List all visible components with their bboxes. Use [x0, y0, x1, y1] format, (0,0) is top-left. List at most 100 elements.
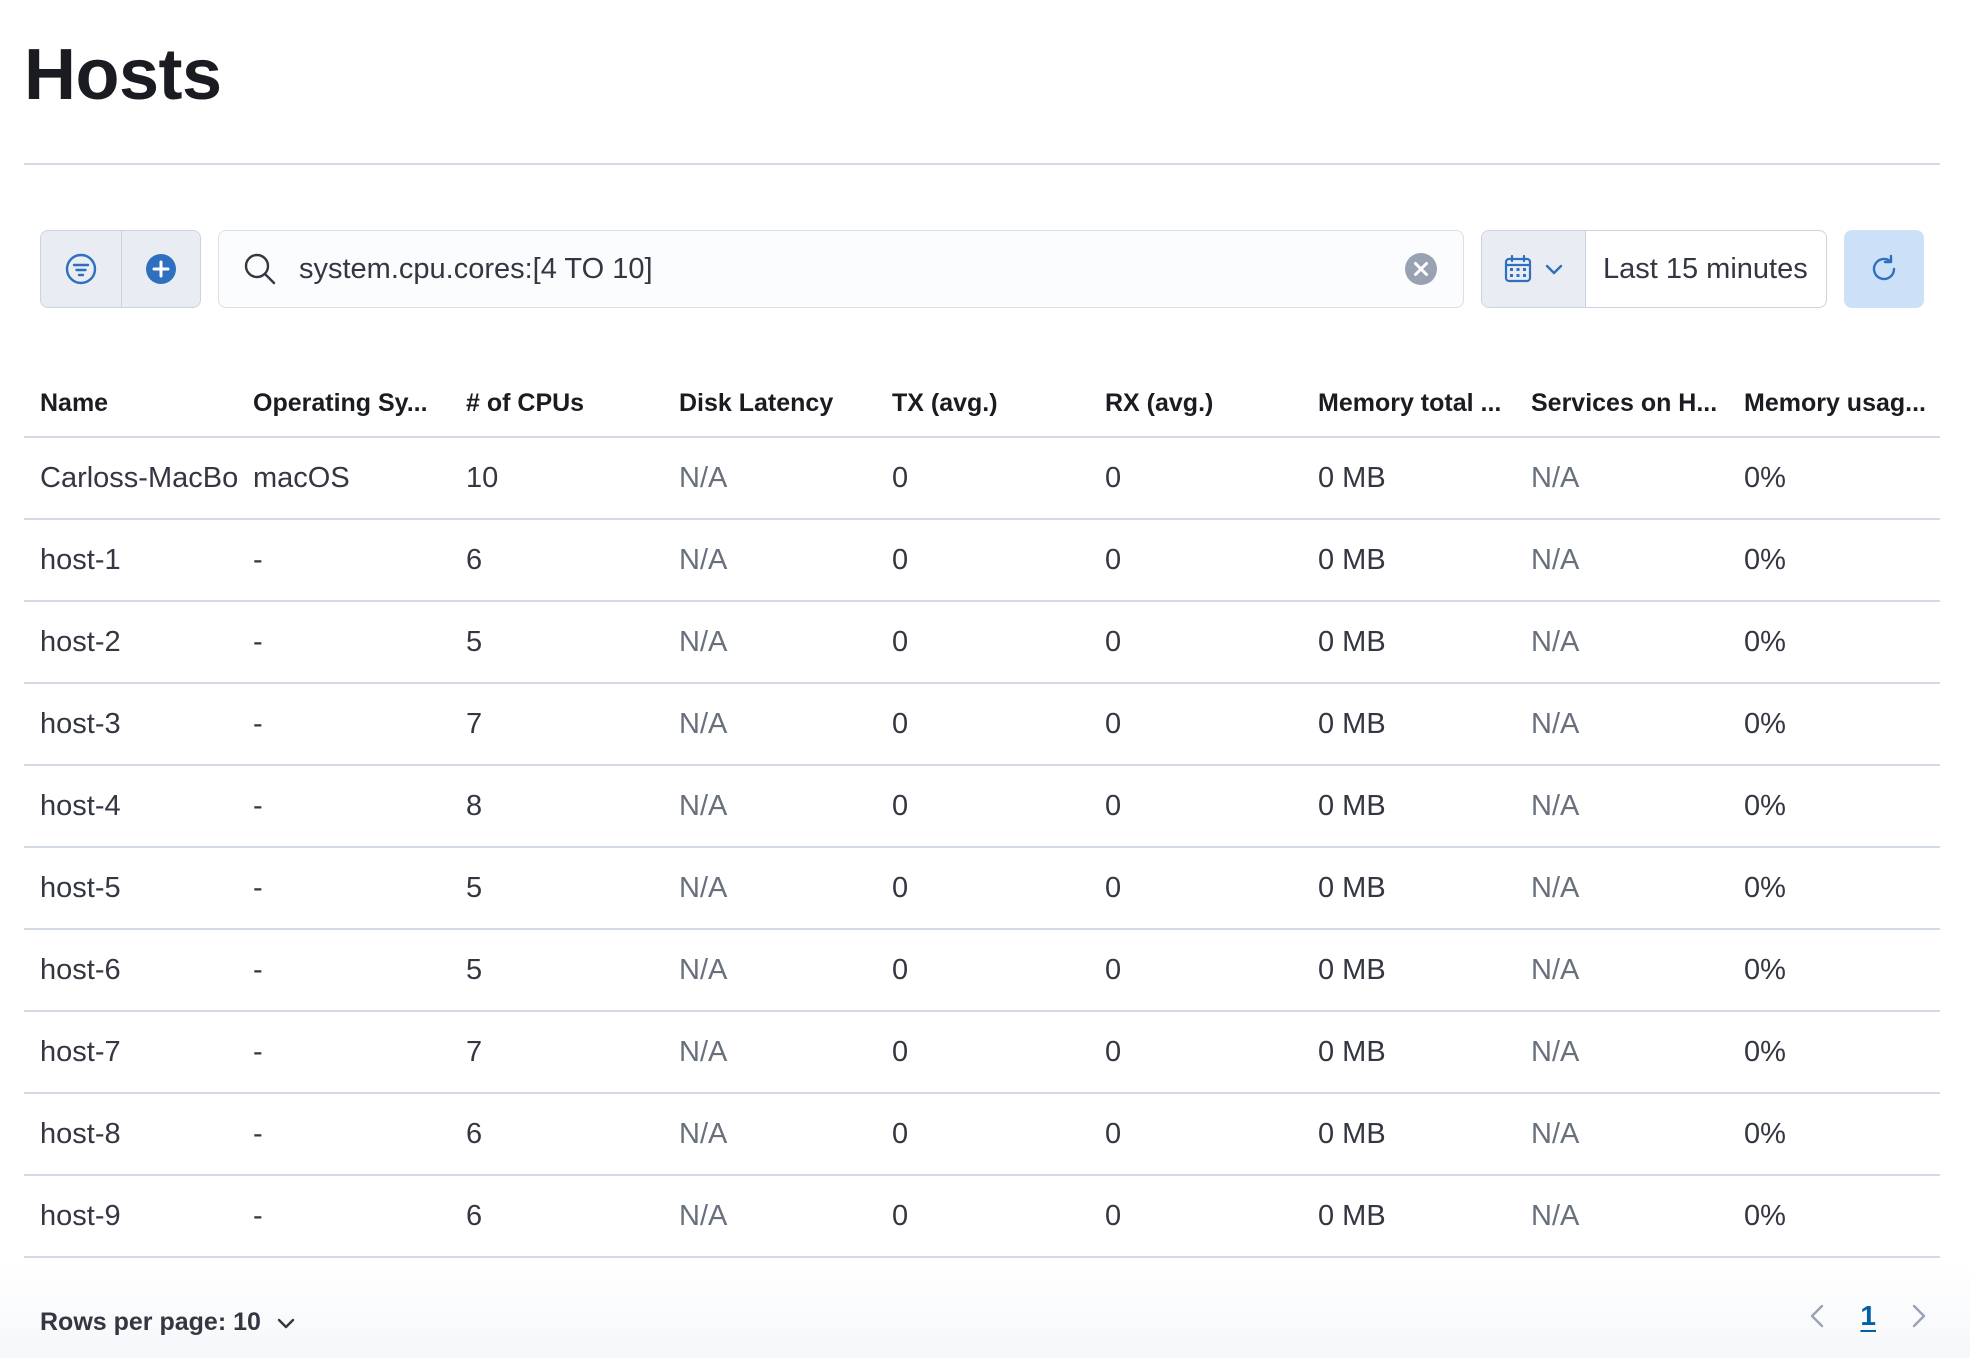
- cell-os: -: [253, 625, 263, 658]
- calendar-icon: [1504, 254, 1531, 283]
- cell-name[interactable]: host-7: [40, 1035, 121, 1068]
- cell-name[interactable]: host-3: [40, 707, 121, 740]
- table-row: host-8 - 6 N/A 0 0 0 MB N/A 0%: [24, 1094, 1940, 1176]
- cell-tx: 0: [892, 1035, 909, 1068]
- column-header-tx[interactable]: TX (avg.): [892, 388, 998, 417]
- cell-disk-latency: N/A: [679, 1035, 728, 1068]
- refresh-icon: [1872, 254, 1896, 281]
- chevron-left-icon[interactable]: [1806, 1302, 1830, 1330]
- filter-button-group: [40, 230, 201, 308]
- cell-rx: 0: [1105, 1117, 1122, 1150]
- cell-name[interactable]: host-1: [40, 543, 121, 576]
- cell-memory-total: 0 MB: [1318, 789, 1386, 822]
- filter-icon: [65, 253, 96, 285]
- cell-cpus: 5: [466, 625, 483, 658]
- chevron-down-icon: [1545, 264, 1562, 275]
- cell-disk-latency: N/A: [679, 543, 728, 576]
- cell-services: N/A: [1531, 625, 1580, 658]
- pagination: 1: [1806, 1300, 1930, 1332]
- cell-tx: 0: [892, 625, 909, 658]
- cell-cpus: 6: [466, 1199, 483, 1232]
- cell-disk-latency: N/A: [679, 1199, 728, 1232]
- cell-disk-latency: N/A: [679, 953, 728, 986]
- cell-rx: 0: [1105, 461, 1122, 494]
- table-body: Carloss-MacBook-Pro macOS 10 N/A 0 0 0 MB N/A 0%…: [24, 438, 1940, 1258]
- column-header-memory-total[interactable]: Memory total ...: [1318, 388, 1502, 417]
- column-header-os[interactable]: Operating Sy...: [253, 388, 428, 417]
- cell-os: -: [253, 789, 263, 822]
- cell-rx: 0: [1105, 1199, 1122, 1232]
- clear-search-button[interactable]: [1403, 251, 1439, 287]
- time-range-label[interactable]: Last 15 minutes: [1603, 252, 1808, 285]
- cell-os: -: [253, 543, 263, 576]
- cell-disk-latency: N/A: [679, 625, 728, 658]
- cell-os: macOS: [253, 461, 350, 494]
- column-header-services[interactable]: Services on H...: [1531, 388, 1718, 417]
- cell-cpus: 6: [466, 1117, 483, 1150]
- cell-name[interactable]: host-8: [40, 1117, 121, 1150]
- cell-services: N/A: [1531, 707, 1580, 740]
- table-row: host-4 - 8 N/A 0 0 0 MB N/A 0%: [24, 766, 1940, 848]
- cell-disk-latency: N/A: [679, 707, 728, 740]
- search-icon: [244, 253, 276, 285]
- column-header-disk-latency[interactable]: Disk Latency: [679, 388, 834, 417]
- page-title: Hosts: [24, 35, 222, 115]
- cell-rx: 0: [1105, 625, 1122, 658]
- quick-date-menu-button[interactable]: [1482, 231, 1586, 307]
- cell-disk-latency: N/A: [679, 461, 728, 494]
- cell-name[interactable]: host-2: [40, 625, 121, 658]
- cell-disk-latency: N/A: [679, 1117, 728, 1150]
- search-input[interactable]: [299, 231, 1403, 307]
- cell-cpus: 5: [466, 953, 483, 986]
- column-header-memory-usage[interactable]: Memory usag...: [1744, 388, 1926, 417]
- column-header-name[interactable]: Name: [40, 388, 109, 417]
- table-footer: Rows per page: 10 1: [0, 1262, 1970, 1358]
- cell-os: -: [253, 953, 263, 986]
- cell-memory-usage: 0%: [1744, 543, 1786, 576]
- cell-memory-usage: 0%: [1744, 707, 1786, 740]
- filter-menu-button[interactable]: [41, 231, 121, 307]
- cell-cpus: 8: [466, 789, 483, 822]
- cell-services: N/A: [1531, 543, 1580, 576]
- column-header-rx[interactable]: RX (avg.): [1105, 388, 1214, 417]
- cell-os: -: [253, 1199, 263, 1232]
- cell-rx: 0: [1105, 871, 1122, 904]
- cell-name[interactable]: host-6: [40, 953, 121, 986]
- rows-per-page-selector[interactable]: Rows per page: 10: [40, 1308, 297, 1337]
- cell-rx: 0: [1105, 953, 1122, 986]
- chevron-right-icon[interactable]: [1906, 1302, 1930, 1330]
- cell-os: -: [253, 1035, 263, 1068]
- cell-os: -: [253, 1117, 263, 1150]
- cell-memory-total: 0 MB: [1318, 1199, 1386, 1232]
- table-row: host-9 - 6 N/A 0 0 0 MB N/A 0%: [24, 1176, 1940, 1258]
- page-number-button[interactable]: 1: [1860, 1300, 1876, 1331]
- cell-rx: 0: [1105, 543, 1122, 576]
- cell-name[interactable]: host-5: [40, 871, 121, 904]
- table-row: host-3 - 7 N/A 0 0 0 MB N/A 0%: [24, 684, 1940, 766]
- cell-memory-usage: 0%: [1744, 1117, 1786, 1150]
- cell-tx: 0: [892, 707, 909, 740]
- cell-memory-total: 0 MB: [1318, 871, 1386, 904]
- cell-tx: 0: [892, 543, 909, 576]
- refresh-button[interactable]: [1844, 230, 1924, 308]
- table-row: host-2 - 5 N/A 0 0 0 MB N/A 0%: [24, 602, 1940, 684]
- cell-name[interactable]: host-4: [40, 789, 121, 822]
- cell-memory-total: 0 MB: [1318, 543, 1386, 576]
- cell-memory-total: 0 MB: [1318, 953, 1386, 986]
- cell-os: -: [253, 707, 263, 740]
- cell-memory-total: 0 MB: [1318, 1117, 1386, 1150]
- cell-memory-usage: 0%: [1744, 625, 1786, 658]
- cell-rx: 0: [1105, 789, 1122, 822]
- hosts-table: Name Operating Sy... # of CPUs Disk Late…: [24, 370, 1940, 1258]
- query-search-bar: [218, 230, 1464, 308]
- chevron-down-icon: [277, 1318, 295, 1328]
- cell-tx: 0: [892, 461, 909, 494]
- table-row: host-7 - 7 N/A 0 0 0 MB N/A 0%: [24, 1012, 1940, 1094]
- cell-name[interactable]: Carloss-MacBook-Pro: [40, 461, 237, 494]
- cell-name[interactable]: host-9: [40, 1199, 121, 1232]
- cell-tx: 0: [892, 1199, 909, 1232]
- cell-services: N/A: [1531, 461, 1580, 494]
- add-filter-button[interactable]: [120, 231, 201, 307]
- cell-services: N/A: [1531, 953, 1580, 986]
- column-header-cpus[interactable]: # of CPUs: [466, 388, 585, 417]
